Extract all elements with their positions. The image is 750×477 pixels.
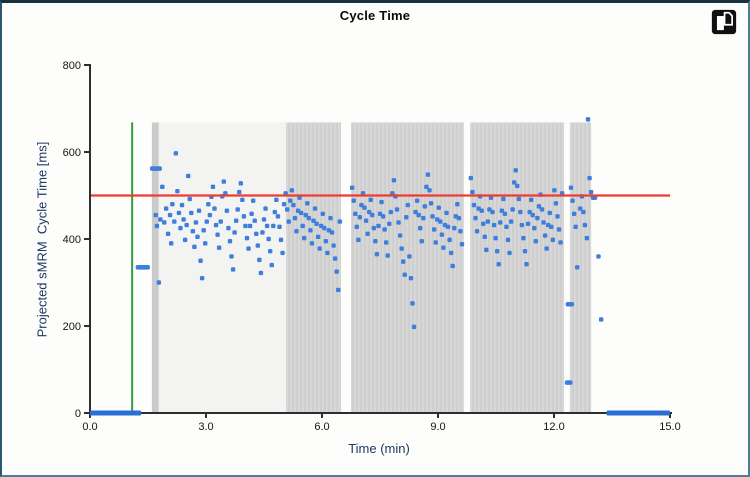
svg-text:200: 200: [63, 321, 81, 333]
svg-text:3.0: 3.0: [198, 421, 213, 433]
svg-text:800: 800: [63, 60, 81, 72]
baseline-zero-segments: [90, 410, 670, 416]
cycle-time-chart: 0 200 400 600 800 0.0 3.0 6.0 9.0 12.0 15.0: [63, 60, 681, 433]
svg-text:12.0: 12.0: [543, 421, 564, 433]
svg-text:9.0: 9.0: [430, 421, 445, 433]
svg-text:400: 400: [63, 234, 81, 246]
svg-text:0.0: 0.0: [82, 421, 97, 433]
svg-text:600: 600: [63, 147, 81, 159]
svg-text:0: 0: [75, 408, 81, 420]
svg-text:6.0: 6.0: [314, 421, 329, 433]
chart-title: Cycle Time: [339, 8, 411, 23]
tick-labels: 0 200 400 600 800 0.0 3.0 6.0 9.0 12.0 15.0: [63, 60, 681, 433]
detach-pane-icon-glyph: [711, 9, 737, 35]
detach-pane-icon[interactable]: [711, 9, 737, 35]
svg-text:15.0: 15.0: [659, 421, 680, 433]
run-shaded-regions: [151, 122, 592, 414]
x-axis-title: Time (min): [348, 441, 410, 456]
scatter-dash-markers: [135, 166, 598, 385]
y-axis-title: Projected sMRM Cycle Time [ms]: [34, 141, 50, 338]
